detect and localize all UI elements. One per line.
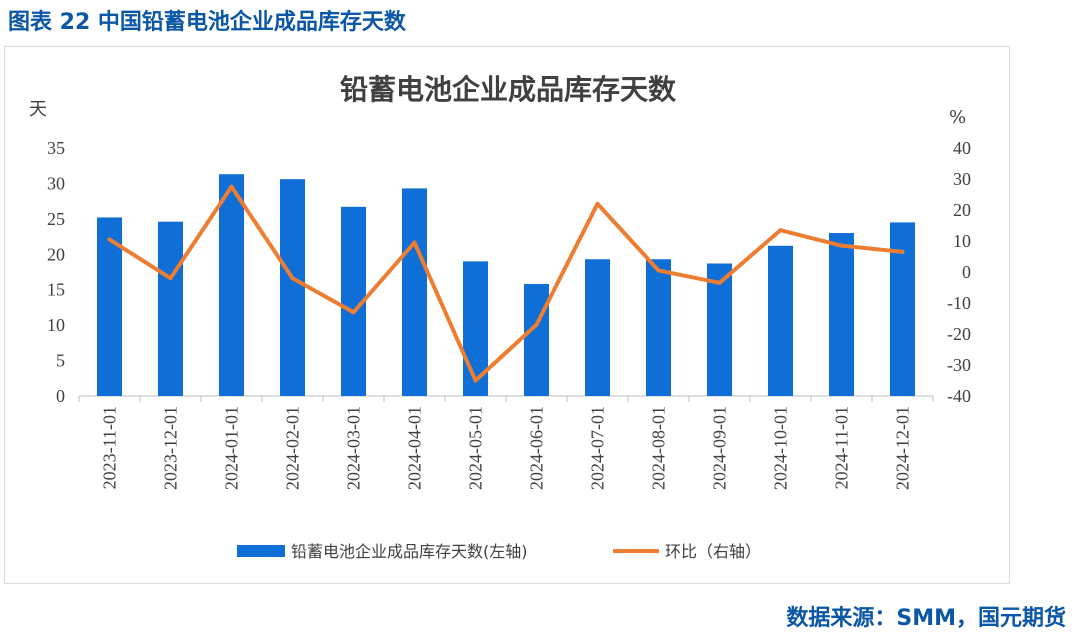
source-note: 数据来源：SMM，国元期货 — [786, 606, 1066, 631]
x-tick-label: 2024-03-01 — [344, 406, 364, 490]
chart-title: 铅蓄电池企业成品库存天数 — [340, 73, 677, 106]
y-left-tick-label: 15 — [47, 280, 65, 300]
x-tick-label: 2024-08-01 — [649, 406, 669, 490]
y-right-tick-label: -20 — [947, 324, 971, 344]
line-point — [900, 249, 905, 254]
bar — [97, 217, 122, 396]
y-right-tick-label: -10 — [947, 293, 971, 313]
y-left-tick-label: 25 — [47, 209, 65, 229]
series-line-mom — [107, 184, 905, 383]
y-left-tick-label: 20 — [47, 244, 65, 264]
x-tick-label: 2024-04-01 — [405, 406, 425, 490]
y-right-tick-label: 10 — [953, 231, 971, 251]
bar — [890, 222, 915, 396]
bar — [158, 221, 183, 396]
line-point — [656, 268, 661, 273]
line-point — [351, 310, 356, 315]
legend-label-bar: 铅蓄电池企业成品库存天数(左轴) — [291, 542, 528, 561]
line-point — [717, 280, 722, 285]
x-tick-label: 2024-01-01 — [222, 406, 242, 490]
chart-svg: 铅蓄电池企业成品库存天数 天 % 0 5 10 15 20 25 30 35 -40 -30 -20… — [29, 73, 971, 561]
line-point — [168, 276, 173, 281]
y-left-tick-label: 0 — [56, 386, 65, 406]
y-left-tick-label: 5 — [56, 351, 65, 371]
y-left-tick-label: 30 — [47, 173, 65, 193]
x-tick-label: 2024-09-01 — [710, 406, 730, 490]
x-tick-label: 2024-12-01 — [893, 406, 913, 490]
y-right-tick-label: 40 — [953, 138, 971, 158]
line-point — [473, 378, 478, 383]
plot-area: 0 5 10 15 20 25 30 35 -40 -30 -20 -10 0 10 20 30 40 2023-… — [47, 138, 971, 490]
legend-label-line: 环比（右轴） — [665, 542, 761, 561]
y-left-tick-label: 35 — [47, 138, 65, 158]
x-tick-label: 2024-10-01 — [771, 406, 791, 490]
bar — [646, 259, 671, 396]
y-right-tick-label: 30 — [953, 169, 971, 189]
line-point — [778, 228, 783, 233]
bar — [829, 233, 854, 396]
line-point — [229, 184, 234, 189]
line-point — [290, 276, 295, 281]
line-point — [412, 240, 417, 245]
bar — [707, 263, 732, 396]
bar — [280, 179, 305, 396]
line-point — [107, 237, 112, 242]
legend: 铅蓄电池企业成品库存天数(左轴) 环比（右轴） — [237, 542, 761, 561]
legend-swatch-bar — [237, 545, 285, 557]
bar — [219, 174, 244, 396]
chart-frame: 铅蓄电池企业成品库存天数 天 % 0 5 10 15 20 25 30 35 -40 -30 -20… — [4, 46, 1010, 584]
y-left-tick-label: 10 — [47, 315, 65, 335]
figure-caption: 图表 22 中国铅蓄电池企业成品库存天数 — [8, 10, 406, 35]
line-point — [839, 243, 844, 248]
bar — [524, 284, 549, 396]
x-tick-label: 2024-06-01 — [527, 406, 547, 490]
y-right-tick-label: -40 — [947, 386, 971, 406]
line-point — [595, 201, 600, 206]
y-right-tick-label: 0 — [962, 262, 971, 282]
x-tick-label: 2024-05-01 — [466, 406, 486, 490]
bar — [768, 245, 793, 396]
x-tick-label: 2024-02-01 — [283, 406, 303, 490]
y-right-tick-label: 20 — [953, 200, 971, 220]
x-tick-label: 2023-12-01 — [161, 406, 181, 490]
right-axis-unit: % — [949, 107, 966, 128]
x-tick-label: 2024-07-01 — [588, 406, 608, 490]
x-tick-label: 2023-11-01 — [100, 406, 120, 489]
x-tick-label: 2024-11-01 — [832, 406, 852, 489]
bar — [402, 188, 427, 396]
bar — [585, 259, 610, 396]
y-right-tick-label: -30 — [947, 355, 971, 375]
line-point — [534, 322, 539, 327]
left-axis-unit: 天 — [29, 99, 47, 120]
